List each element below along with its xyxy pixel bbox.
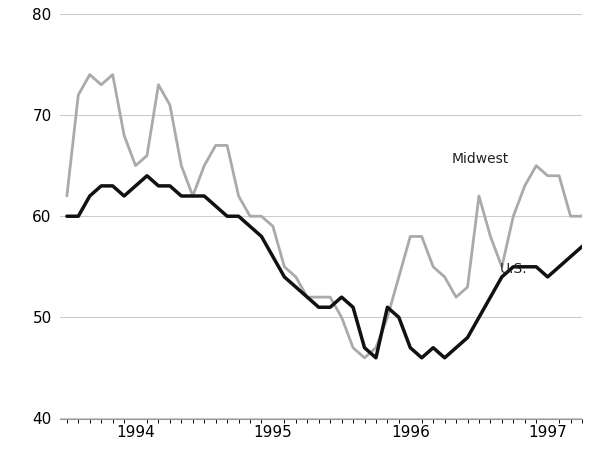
Text: U.S.: U.S. [500, 262, 527, 276]
Text: Midwest: Midwest [452, 152, 509, 166]
